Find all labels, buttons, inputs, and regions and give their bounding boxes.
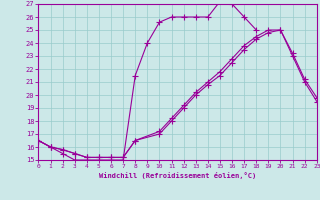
X-axis label: Windchill (Refroidissement éolien,°C): Windchill (Refroidissement éolien,°C) xyxy=(99,172,256,179)
